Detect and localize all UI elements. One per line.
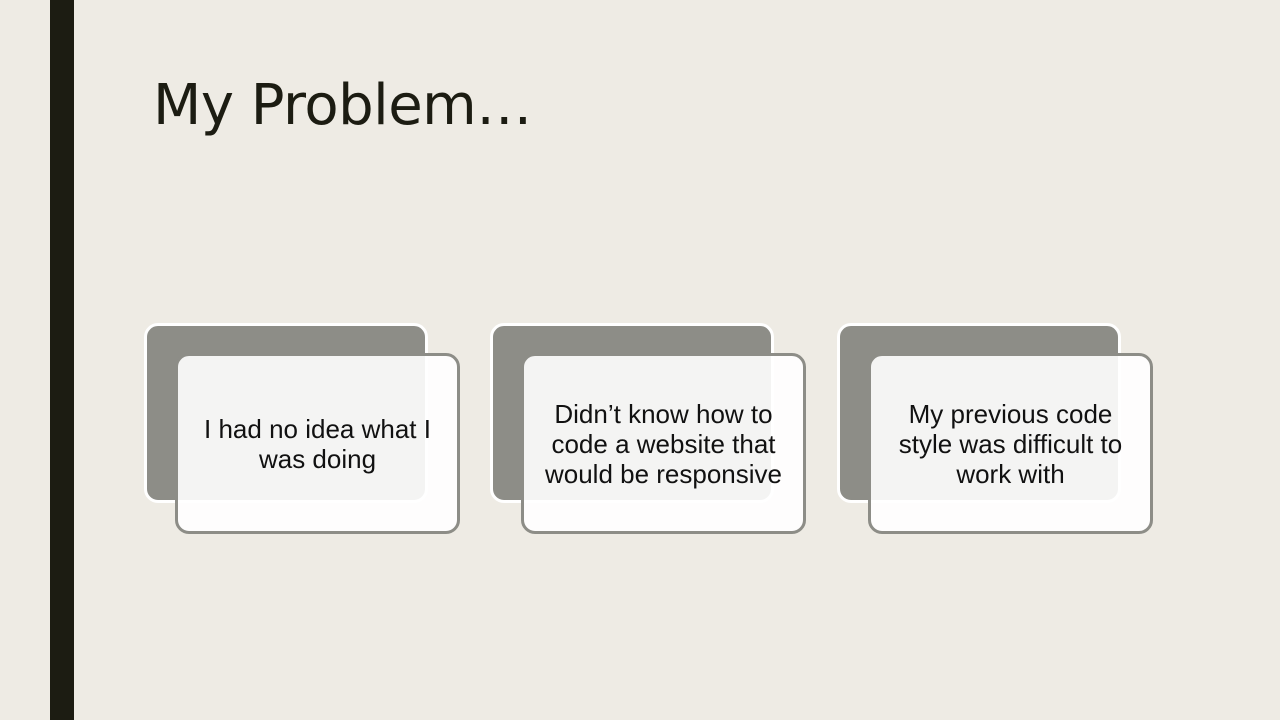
card-front-shape: My previous code style was difficult to … — [868, 353, 1153, 534]
slide-title: My Problem… — [153, 73, 532, 138]
accent-bar — [50, 0, 74, 720]
problem-card-2: Didn’t know how to code a website that w… — [490, 323, 808, 535]
card-front-shape: Didn’t know how to code a website that w… — [521, 353, 806, 534]
card-text: Didn’t know how to code a website that w… — [544, 398, 783, 489]
card-front-shape: I had no idea what I was doing — [175, 353, 460, 534]
problem-card-3: My previous code style was difficult to … — [837, 323, 1155, 535]
card-text: I had no idea what I was doing — [204, 413, 431, 474]
card-text: My previous code style was difficult to … — [898, 398, 1123, 489]
problem-card-1: I had no idea what I was doing — [144, 323, 462, 535]
